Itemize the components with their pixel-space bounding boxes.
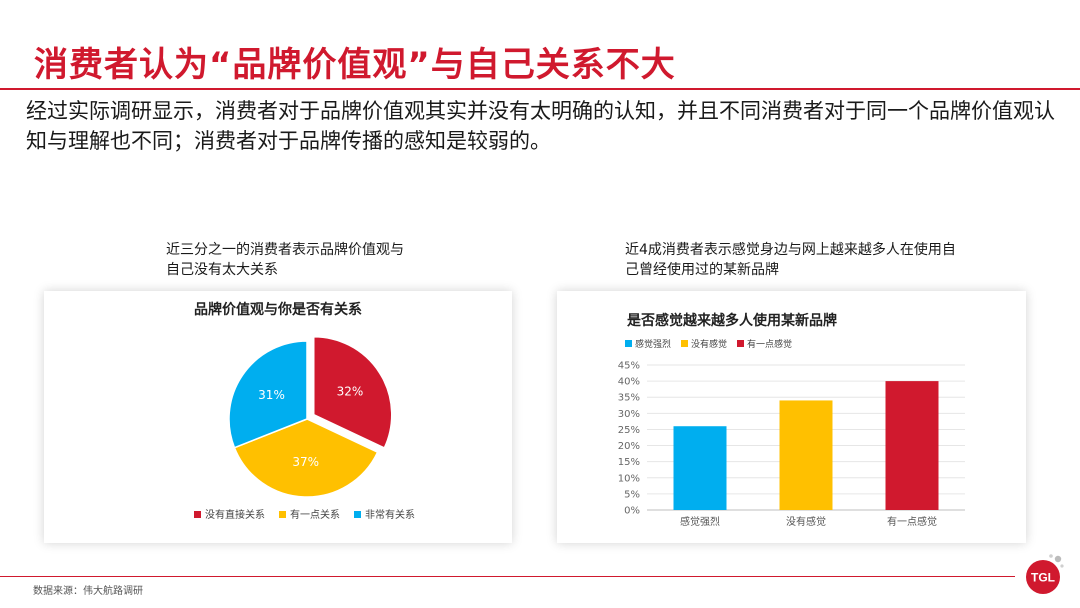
pie-legend-swatch bbox=[354, 511, 361, 518]
y-tick-label: 35% bbox=[618, 393, 640, 404]
page-subtitle: 经过实际调研显示，消费者对于品牌价值观其实并没有太明确的认知，并且不同消费者对于… bbox=[26, 99, 1055, 153]
bar-legend-swatch bbox=[625, 340, 632, 347]
bar-title: 是否感觉越来越多人使用某新品牌 bbox=[627, 312, 837, 329]
y-tick-label: 20% bbox=[618, 441, 640, 452]
bar-legend-label: 没有感觉 bbox=[691, 338, 727, 350]
svg-text:TGL: TGL bbox=[1031, 571, 1055, 585]
pie-legend-swatch bbox=[194, 511, 201, 518]
bar-legend-label: 有一点感觉 bbox=[747, 338, 792, 350]
y-tick-label: 10% bbox=[618, 473, 640, 484]
bar-legend-swatch bbox=[737, 340, 744, 347]
x-tick-label: 感觉强烈 bbox=[680, 515, 720, 528]
footer-divider bbox=[0, 576, 1015, 577]
y-tick-label: 5% bbox=[624, 489, 640, 500]
pie-legend-label: 有一点关系 bbox=[290, 508, 340, 521]
right-chart-caption: 近4成消费者表示感觉身边与网上越来越多人在使用自己曾经使用过的某新品牌 bbox=[625, 242, 956, 278]
y-tick-label: 30% bbox=[618, 409, 640, 420]
pie-chart: 品牌价值观与你是否有关系 32% 37% 31% 没有直接关系 有一点关系 非常有关系 bbox=[194, 301, 415, 521]
x-tick-label: 没有感觉 bbox=[786, 515, 826, 528]
y-tick-label: 45% bbox=[618, 361, 640, 372]
pie-slice-label: 37% bbox=[292, 455, 319, 469]
y-tick-label: 15% bbox=[618, 457, 640, 468]
pie-slice bbox=[228, 340, 308, 449]
x-tick-label: 有一点感觉 bbox=[887, 515, 937, 528]
tgl-logo: TGL bbox=[1026, 554, 1064, 594]
bar-legend-swatch bbox=[681, 340, 688, 347]
left-chart-caption: 近三分之一的消费者表示品牌价值观与自己没有太大关系 bbox=[166, 242, 404, 278]
y-tick-label: 40% bbox=[618, 377, 640, 388]
y-tick-label: 0% bbox=[624, 506, 640, 517]
title-divider bbox=[0, 88, 1080, 90]
y-tick-label: 25% bbox=[618, 425, 640, 436]
bar-chart-card: 是否感觉越来越多人使用某新品牌 感觉强烈 没有感觉 有一点感觉 0% 5% 10% 15% 20… bbox=[557, 291, 1026, 543]
pie-chart-card: 品牌价值观与你是否有关系 32% 37% 31% 没有直接关系 有一点关系 非常有关系 bbox=[44, 291, 512, 543]
pie-legend-swatch bbox=[279, 511, 286, 518]
bar bbox=[779, 400, 833, 510]
pie-legend-label: 没有直接关系 bbox=[205, 508, 265, 521]
pie-slice-label: 32% bbox=[337, 385, 364, 399]
pie-slice bbox=[233, 418, 379, 498]
data-source: 数据来源：伟大航路调研 bbox=[33, 586, 143, 597]
pie-slice-label: 31% bbox=[258, 388, 285, 402]
bar-legend-label: 感觉强烈 bbox=[635, 338, 671, 350]
pie-title: 品牌价值观与你是否有关系 bbox=[194, 301, 362, 318]
page-title: 消费者认为“品牌价值观”与自己关系不大 bbox=[34, 45, 676, 85]
pie-slice bbox=[313, 335, 393, 449]
pie-legend-label: 非常有关系 bbox=[365, 508, 415, 521]
bar bbox=[673, 426, 727, 510]
bar bbox=[885, 381, 939, 510]
